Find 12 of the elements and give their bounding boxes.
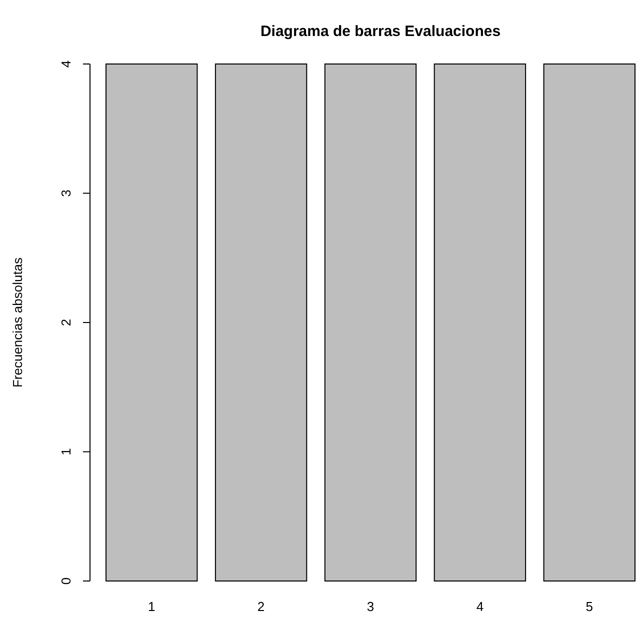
x-tick-label: 1: [148, 599, 156, 614]
x-tick-label: 5: [586, 599, 594, 614]
y-tick-label: 2: [58, 318, 74, 326]
x-tick-label: 2: [257, 599, 265, 614]
y-tick-label: 1: [58, 448, 74, 456]
chart-title: Diagrama de barras Evaluaciones: [260, 23, 501, 40]
y-tick-label: 3: [58, 190, 74, 197]
x-tick-label: 3: [366, 599, 374, 614]
x-tick-label: 4: [476, 599, 484, 614]
y-tick-label: 0: [58, 577, 74, 585]
y-tick-label: 4: [58, 60, 74, 68]
y-axis-title: Frecuencias absolutas: [10, 256, 25, 388]
